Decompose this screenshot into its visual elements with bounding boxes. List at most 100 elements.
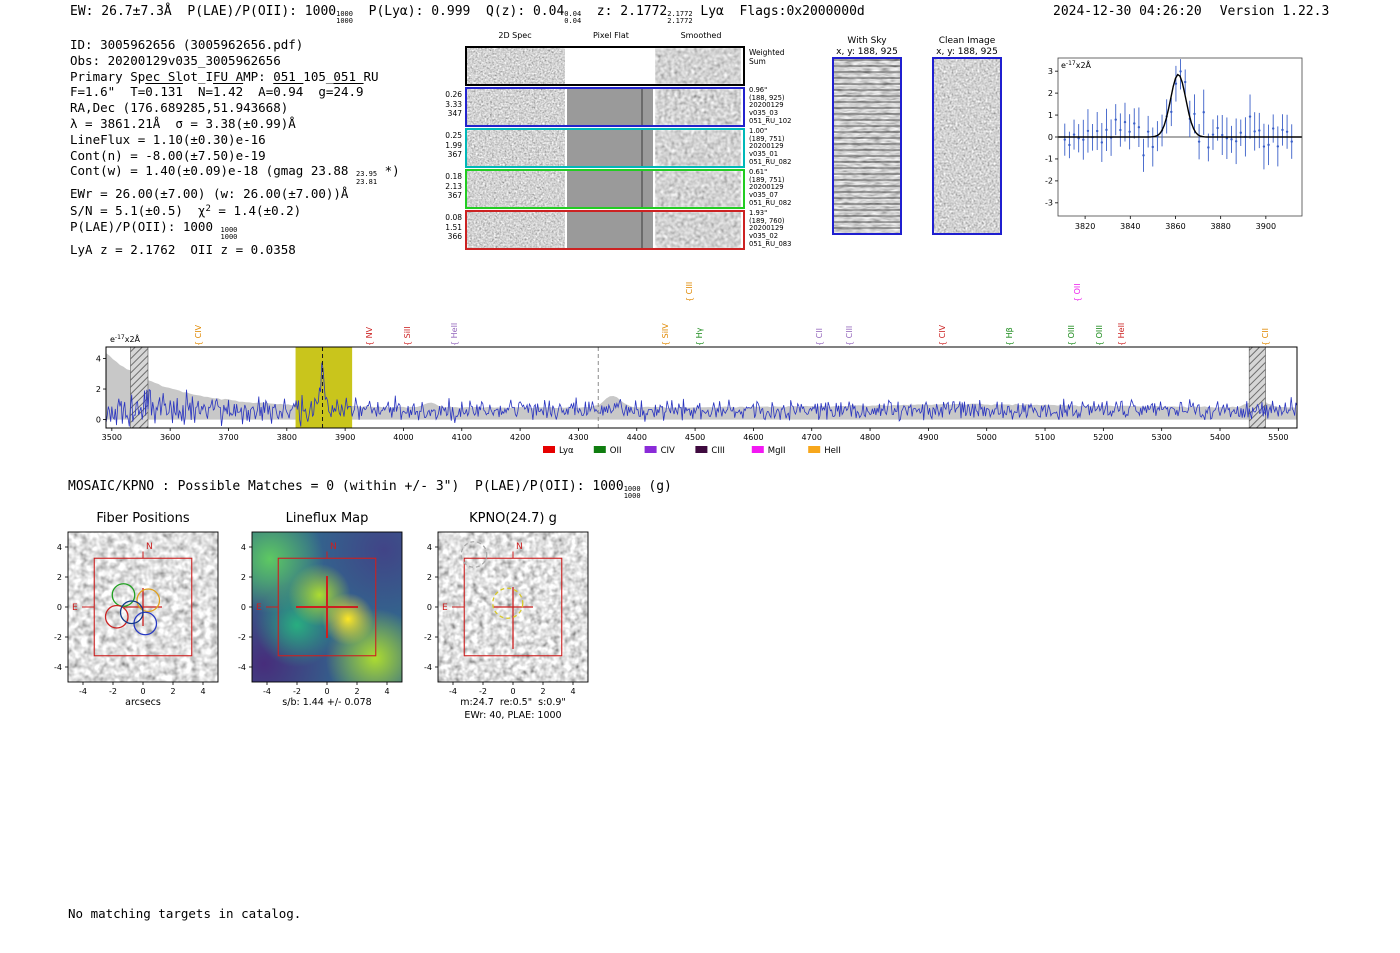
svg-text:0: 0 [96,415,101,424]
svg-text:5100: 5100 [1035,433,1055,442]
svg-text:4400: 4400 [627,433,647,442]
emission-line-label-CIII: { CIII [684,281,694,302]
cutout-2dspec-image [467,48,565,84]
svg-text:e-17x2Å: e-17x2Å [110,333,141,344]
svg-text:1: 1 [1048,111,1053,120]
svg-text:3700: 3700 [218,433,238,442]
cutout-pixelflat-image [567,212,653,248]
svg-text:4500: 4500 [685,433,705,442]
text-segment: MOSAIC/KPNO : Possible Matches = 0 (with… [68,479,624,494]
clean-image-title: Clean Image [938,36,996,46]
info-line-12: LyA z = 2.1762 OII z = 0.0358 [70,242,400,258]
svg-text:CIII: CIII [711,446,724,456]
footer-notes: No matching targets in catalog. Row inte… [68,875,301,953]
panel-overlay-0: -4 -4 -2 -2 0 0 2 2 4 4 N E [54,531,219,696]
svg-text:4000: 4000 [393,433,413,442]
text-segment: EWr = 26.00(±7.00) (w: 26.00(±7.00))Å [70,186,349,202]
svg-text:5200: 5200 [1093,433,1113,442]
stacked-fraction: 1000 1000 [623,485,641,501]
text-segment: 0.131 [145,84,183,100]
info-line-2: Primary Spec_Slot_IFU_AMP: 051_105_051_R… [70,69,400,85]
cutout-row-info-1: 0.96" (188, 925) 20200129 v035_03 051_RU_102 [749,86,792,125]
svg-text:5500: 5500 [1268,433,1288,442]
panel-title-fiber-positions: Fiber Positions [96,511,190,526]
svg-text:-2: -2 [479,687,487,696]
info-line-3: F=1.6" T=0.131 N=1.42 A=0.94 g=24.9 [70,84,400,100]
svg-text:4: 4 [241,543,246,552]
svg-text:2: 2 [57,573,62,582]
cutout-row-weights-3: 0.18 2.13 367 [445,172,462,200]
text-segment: Primary Spec_Slot_IFU_AMP: 051_105_051_R… [70,68,379,84]
info-line-9: EWr = 26.00(±7.00) (w: 26.00(±7.00))Å [70,186,400,202]
cutout-pixelflat-image [567,171,653,207]
svg-text:-4: -4 [238,663,246,672]
col-title-2d-spec: 2D Spec [498,31,532,40]
masked-region [130,346,149,429]
panel-overlay-2: -4 -4 -2 -2 0 0 2 2 4 4 N E [424,531,589,696]
text-segment: Cont(w) = 1.40(±0.09)e-18 (gmag 23.88 [70,163,356,179]
svg-text:-2: -2 [54,633,62,642]
text-segment: Cont(n) = -8.00(±7.50)e-19 [70,147,266,163]
cutout-row-4 [465,210,745,250]
sky-lines-overlay [834,59,900,233]
svg-text:5400: 5400 [1210,433,1230,442]
text-segment: A= [243,84,274,100]
cutout-smoothed-image [655,130,741,166]
svg-text:2: 2 [354,687,359,696]
clean-image-coords: x, y: 188, 925 [936,47,998,57]
fiber-xlabel: arcsecs [125,697,161,708]
svg-text:OII: OII [610,446,622,456]
svg-text:4: 4 [384,687,389,696]
svg-text:4100: 4100 [452,433,472,442]
svg-text:3800: 3800 [277,433,297,442]
svg-text:-2: -2 [109,687,117,696]
svg-text:3900: 3900 [335,433,355,442]
svg-text:-3: -3 [1045,199,1053,208]
svg-text:3500: 3500 [102,433,122,442]
with-sky-noise [834,59,900,233]
info-line-7: Cont(n) = -8.00(±7.50)e-19 [70,148,400,164]
line-fit-zoom-plot: 3 2 1 0 -1 -2 -3 3820 3840 3860 3880 3900 e-17x2Å [1045,57,1303,231]
text-segment: Lyα Flags:0x2000000d [692,4,865,19]
cutout-smoothed-image [655,171,741,207]
svg-text:4: 4 [570,687,575,696]
report-version: Version 1.22.3 [1219,4,1330,19]
info-line-5: λ = 3861.21Å σ = 3.38(±0.99)Å [70,116,400,132]
svg-text:CIV: CIV [661,446,675,456]
svg-text:HeII: HeII [824,446,841,456]
panel-image-0 [68,532,218,682]
text-segment: 24.9 [333,84,364,100]
pixelflat-edge-line [641,130,643,166]
sky-spectrum-fill [106,353,1297,420]
cutout-row-weights-4: 0.08 1.51 366 [445,213,462,241]
svg-text:0: 0 [241,603,246,612]
info-line-11: P(LAE)/P(OII): 1000 1000 1000 [70,219,400,242]
svg-text:2: 2 [96,385,101,394]
cutout-row-0 [465,46,745,86]
svg-text:E: E [256,603,262,613]
lineflux-xlabel: s/b: 1.44 +/- 0.078 [282,697,372,708]
text-segment: RA,Dec (176.689285,51.943668) [70,100,289,116]
svg-text:3600: 3600 [160,433,180,442]
svg-text:4700: 4700 [802,433,822,442]
cutout-row-weights-2: 0.25 1.99 367 [445,131,462,159]
text-segment: *) [377,163,400,179]
svg-text:3840: 3840 [1120,222,1140,231]
svg-text:-2: -2 [238,633,246,642]
svg-text:4800: 4800 [860,433,880,442]
gaussian-fit-curve [1058,73,1302,138]
svg-text:2: 2 [241,573,246,582]
cutout-row-2 [465,128,745,168]
cutout-2dspec-image [467,130,565,166]
panel-image-2 [438,532,588,682]
info-line-10: S/N = 5.1(±0.5) χ2 = 1.4(±0.2) [70,202,400,219]
cutout-row-weights-1: 0.26 3.33 347 [445,90,462,118]
svg-text:N: N [330,542,337,552]
text-segment: P(Lyα): 0.999 Q(z): 0.04 [352,4,565,19]
mosaic-match-line: MOSAIC/KPNO : Possible Matches = 0 (with… [68,479,672,501]
svg-text:4: 4 [96,354,101,363]
svg-text:4: 4 [427,543,432,552]
svg-text:e-17x2Å: e-17x2Å [1061,59,1092,70]
svg-text:-4: -4 [449,687,457,696]
